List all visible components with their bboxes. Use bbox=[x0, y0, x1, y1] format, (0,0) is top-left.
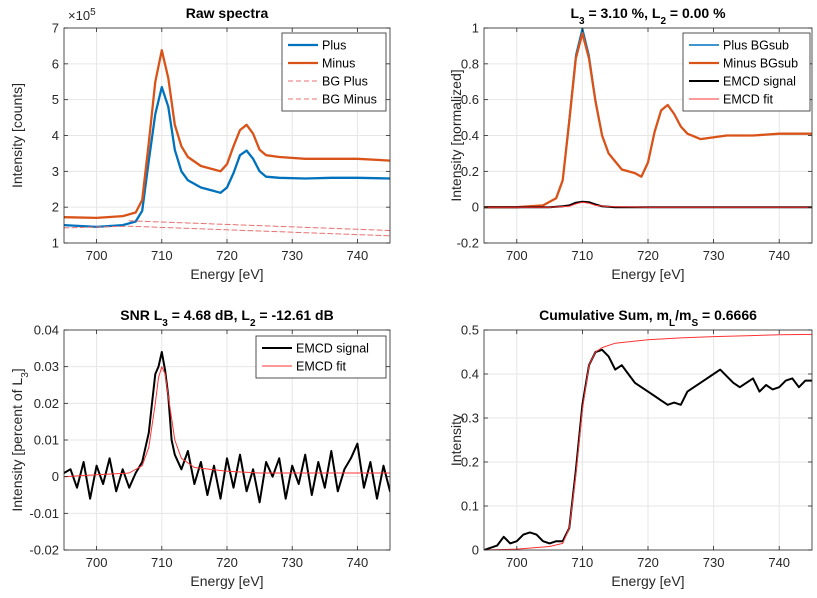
y-tick-label: -0.2 bbox=[457, 236, 479, 251]
chart-snr: 700 710 720 730 740 -0.02 -0.01 0 0.01 0.02 0.03 0.… bbox=[9, 307, 391, 589]
x-tick-label: 710 bbox=[572, 248, 594, 263]
x-tick-label: 710 bbox=[572, 555, 594, 570]
y-tick-label: 4 bbox=[52, 128, 59, 143]
y-tick-label: 0.1 bbox=[461, 499, 479, 514]
x-tick-label: 730 bbox=[703, 248, 725, 263]
series-line-emcd-fit bbox=[64, 366, 390, 478]
y-tick-label: 2 bbox=[52, 200, 59, 215]
y-tick-label: 0.8 bbox=[461, 56, 479, 71]
y-tick-label: 0.2 bbox=[461, 164, 479, 179]
y-tick-label: 0.5 bbox=[461, 323, 479, 338]
legend-label: Plus bbox=[322, 39, 346, 53]
y-tick-label: 0.01 bbox=[34, 433, 59, 448]
x-tick-label: 720 bbox=[216, 555, 238, 570]
x-tick-label: 700 bbox=[86, 248, 108, 263]
y-tick-label: 3 bbox=[52, 164, 59, 179]
x-tick-label: 730 bbox=[281, 555, 303, 570]
chart-norm: 700 710 720 730 740 -0.2 0 0.2 0.4 0.6 0.8 1 L3 = 3.… bbox=[448, 5, 813, 282]
chart-title: SNR L3 = 4.68 dB, L2 = -12.61 dB bbox=[120, 307, 333, 329]
x-tick-label: 740 bbox=[347, 555, 369, 570]
series-line-plus bbox=[64, 85, 390, 229]
chart-title: L3 = 3.10 %, L2 = 0.00 % bbox=[570, 5, 726, 27]
y-tick-label: 0.6 bbox=[461, 92, 479, 107]
legend-label: EMCD signal bbox=[723, 75, 796, 89]
chart-cum: 700 710 720 730 740 0 0.1 0.2 0.3 0.4 0.5 Cumulativ… bbox=[448, 307, 813, 589]
series-line-cumulative-signal bbox=[484, 348, 812, 550]
y-axis-label: Intensity bbox=[448, 414, 464, 466]
series-group bbox=[484, 333, 812, 550]
x-axis-label: Energy [eV] bbox=[611, 573, 684, 589]
legend-label: BG Plus bbox=[322, 75, 368, 89]
legend-label: BG Minus bbox=[322, 93, 377, 107]
chart-title: Raw spectra bbox=[186, 5, 269, 21]
x-tick-label: 720 bbox=[637, 248, 659, 263]
y-tick-label: 7 bbox=[52, 21, 59, 36]
chart-raw: 700 710 720 730 740 1 2 3 4 5 6 7 ×105 Raw spectra Ene… bbox=[9, 5, 391, 282]
x-tick-label: 740 bbox=[347, 248, 369, 263]
series-group bbox=[64, 351, 390, 504]
legend-box bbox=[682, 32, 811, 112]
y-tick-label: 6 bbox=[52, 56, 59, 71]
legend-label: EMCD fit bbox=[296, 360, 347, 374]
y-tick-label: -0.01 bbox=[29, 506, 59, 521]
y-tick-label: 0.4 bbox=[461, 128, 479, 143]
legend-label: Minus BGsub bbox=[723, 57, 798, 71]
x-tick-label: 740 bbox=[768, 555, 790, 570]
y-tick-label: 0 bbox=[472, 200, 479, 215]
y-tick-label: 0.3 bbox=[461, 411, 479, 426]
chart-title: Cumulative Sum, mL/mS = 0.6666 bbox=[539, 307, 757, 329]
y-tick-label: 0.04 bbox=[34, 323, 59, 338]
x-tick-label: 700 bbox=[506, 248, 528, 263]
x-axis-label: Energy [eV] bbox=[190, 573, 263, 589]
legend-label: EMCD signal bbox=[296, 342, 369, 356]
y-axis-label: Intensity [counts] bbox=[9, 83, 25, 188]
legend-label: Minus bbox=[322, 57, 355, 71]
x-tick-label: 700 bbox=[86, 555, 108, 570]
y-tick-label: -0.02 bbox=[29, 543, 59, 558]
y-axis-label: Intensity [normalized] bbox=[448, 69, 464, 201]
y-exponent-label: ×105 bbox=[68, 7, 96, 24]
series-line-cumulative-fit bbox=[484, 333, 812, 550]
series-line-minus bbox=[64, 49, 390, 220]
y-tick-label: 0 bbox=[52, 469, 59, 484]
series-line-emcd-signal bbox=[64, 351, 390, 504]
x-tick-label: 710 bbox=[151, 248, 173, 263]
x-tick-label: 730 bbox=[281, 248, 303, 263]
y-tick-label: 0.03 bbox=[34, 359, 59, 374]
series-line-bg-plus bbox=[64, 225, 390, 237]
legend: Plus Minus BG Plus BG Minus bbox=[281, 32, 387, 112]
series-group bbox=[64, 49, 390, 237]
x-tick-label: 720 bbox=[216, 248, 238, 263]
x-axis-label: Energy [eV] bbox=[190, 266, 263, 282]
legend-label: EMCD fit bbox=[723, 93, 774, 107]
series-group bbox=[484, 28, 812, 209]
y-tick-label: 0.2 bbox=[461, 455, 479, 470]
x-tick-label: 730 bbox=[703, 555, 725, 570]
y-axis-label: Intensity [percent of L3] bbox=[9, 368, 31, 511]
legend-label: Plus BGsub bbox=[723, 39, 789, 53]
legend-box bbox=[255, 335, 387, 379]
series-line-emcd-fit bbox=[484, 201, 812, 208]
y-tick-label: 5 bbox=[52, 92, 59, 107]
y-tick-label: 0.02 bbox=[34, 396, 59, 411]
y-tick-label: 1 bbox=[472, 21, 479, 36]
legend: Plus BGsub Minus BGsub EMCD signal EMCD fit bbox=[682, 32, 811, 112]
x-tick-label: 720 bbox=[637, 555, 659, 570]
x-axis-label: Energy [eV] bbox=[611, 266, 684, 282]
y-tick-label: 0.4 bbox=[461, 367, 479, 382]
x-tick-label: 710 bbox=[151, 555, 173, 570]
x-tick-label: 740 bbox=[768, 248, 790, 263]
y-tick-label: 0 bbox=[472, 543, 479, 558]
x-tick-label: 700 bbox=[506, 555, 528, 570]
y-tick-label: 1 bbox=[52, 236, 59, 251]
series-line-bg-minus bbox=[128, 220, 390, 231]
legend: EMCD signal EMCD fit bbox=[255, 335, 387, 379]
series-line-minus-bgsub bbox=[484, 32, 812, 209]
